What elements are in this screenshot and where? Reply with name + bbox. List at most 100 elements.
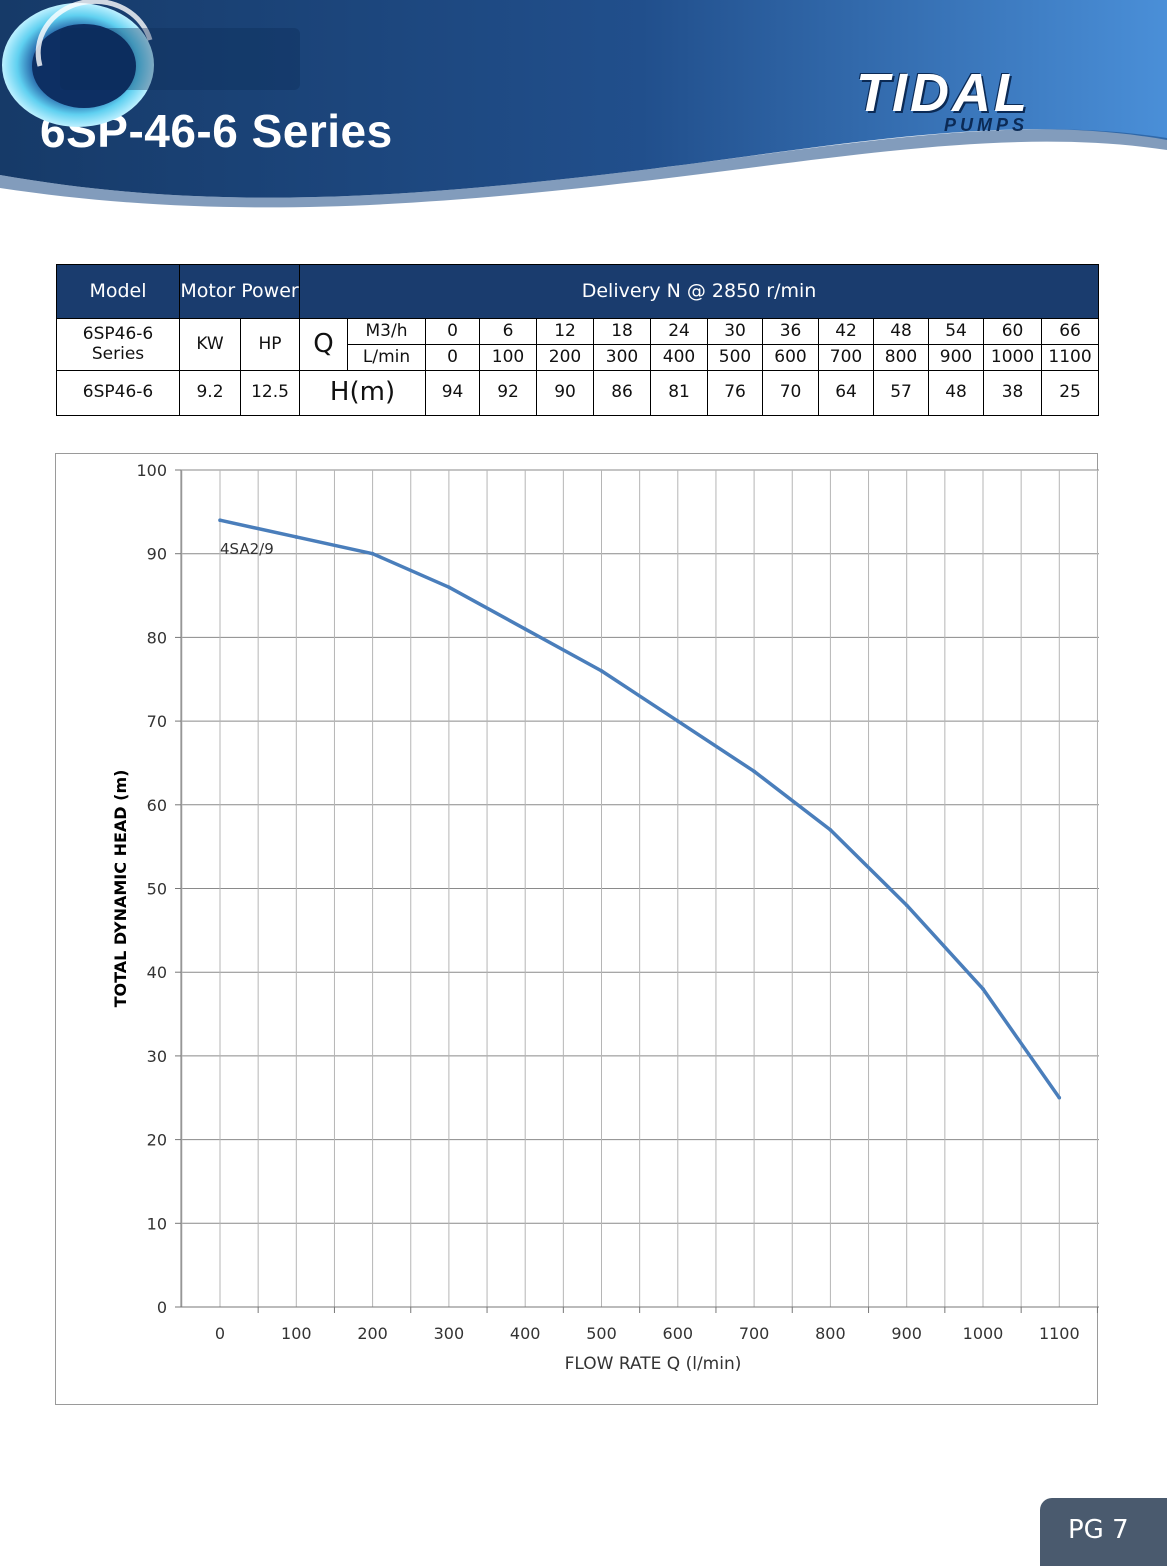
header-model: Model bbox=[56, 264, 180, 319]
y-tick-label: 90 bbox=[147, 545, 167, 564]
x-tick-label: 1000 bbox=[963, 1324, 1004, 1343]
x-tick-label: 0 bbox=[215, 1324, 225, 1343]
model-line-2: Series bbox=[91, 343, 145, 364]
cell-lmin: 300 bbox=[593, 344, 652, 371]
data-point bbox=[1057, 1095, 1062, 1100]
x-tick-label: 400 bbox=[510, 1324, 541, 1343]
data-point bbox=[752, 769, 756, 774]
y-tick-label: 0 bbox=[157, 1298, 167, 1317]
pump-curve-chart: 0 10 20 30 40 50 60 70 80 90 100 0 100 200 300 400 500 60… bbox=[55, 453, 1099, 1405]
cell-lmin: 700 bbox=[818, 344, 875, 371]
model-line-1: 6SP46-6 bbox=[82, 323, 154, 344]
cell-kw-label: KW bbox=[179, 318, 241, 371]
cell-m3h: 0 bbox=[425, 318, 481, 345]
x-tick-label: 900 bbox=[891, 1324, 922, 1343]
table-row-m3h: 6SP46-6 Series KW HP Q M3/h 0 6 12 18 24… bbox=[56, 318, 1100, 371]
cell-head: 57 bbox=[873, 370, 930, 416]
cell-head: 94 bbox=[425, 370, 481, 416]
y-tick-label: 10 bbox=[147, 1214, 167, 1233]
cell-m3h: 54 bbox=[928, 318, 985, 345]
x-tick-label: 500 bbox=[586, 1324, 617, 1343]
data-point bbox=[370, 551, 375, 556]
cell-unit-m3h: M3/h bbox=[347, 318, 427, 345]
cell-lmin: 1100 bbox=[1041, 344, 1100, 371]
cell-h-label: H(m) bbox=[299, 370, 427, 416]
x-tick-label: 600 bbox=[663, 1324, 694, 1343]
cell-m3h: 30 bbox=[707, 318, 764, 345]
cell-m3h: 12 bbox=[536, 318, 595, 345]
x-tick-label: 100 bbox=[281, 1324, 312, 1343]
x-axis-label: FLOW RATE Q (l/min) bbox=[565, 1354, 742, 1374]
cell-q-label: Q bbox=[299, 318, 349, 371]
data-point bbox=[523, 627, 527, 631]
y-tick-label: 20 bbox=[147, 1131, 167, 1150]
cell-m3h: 60 bbox=[983, 318, 1043, 345]
y-tick-label: 70 bbox=[147, 712, 167, 731]
cell-head: 48 bbox=[928, 370, 985, 416]
cell-m3h: 48 bbox=[873, 318, 930, 345]
data-point bbox=[676, 719, 680, 723]
cell-m3h: 36 bbox=[762, 318, 820, 345]
y-tick-label: 30 bbox=[147, 1047, 167, 1066]
cell-head: 81 bbox=[650, 370, 709, 416]
series-line bbox=[219, 518, 1061, 1099]
cell-lmin: 100 bbox=[479, 344, 538, 371]
cell-m3h: 66 bbox=[1041, 318, 1100, 345]
cell-hp-value: 12.5 bbox=[239, 370, 301, 416]
data-point bbox=[828, 828, 833, 832]
cell-lmin: 800 bbox=[873, 344, 930, 371]
performance-table: Model Motor Power Delivery N @ 2850 r/mi… bbox=[56, 264, 1100, 416]
header-motor-power: Motor Power bbox=[178, 264, 301, 319]
y-tick-label: 80 bbox=[147, 628, 167, 647]
cell-head: 92 bbox=[479, 370, 538, 416]
cell-lmin: 400 bbox=[650, 344, 709, 371]
cell-hp-label: HP bbox=[239, 318, 301, 371]
page-badge bbox=[1040, 1498, 1167, 1566]
cell-lmin: 900 bbox=[928, 344, 985, 371]
page-number: PG 7 bbox=[1068, 1515, 1129, 1545]
table-row-head: 6SP46-6 9.2 12.5 H(m) 94 92 90 86 81 76 … bbox=[56, 370, 1100, 416]
x-tick-label: 800 bbox=[815, 1324, 846, 1343]
cell-lmin: 200 bbox=[536, 344, 595, 371]
data-point bbox=[447, 585, 451, 589]
y-tick-label: 50 bbox=[147, 880, 167, 899]
y-tick-label: 40 bbox=[147, 963, 167, 982]
x-tick-label: 1100 bbox=[1039, 1324, 1080, 1343]
cell-m3h: 18 bbox=[593, 318, 652, 345]
cell-lmin: 600 bbox=[762, 344, 820, 371]
data-point bbox=[218, 518, 222, 523]
header-banner: 6SP-46-6 Series TIDAL PUMPS bbox=[0, 0, 1167, 215]
header-delivery: Delivery N @ 2850 r/min bbox=[299, 264, 1100, 319]
cell-head: 70 bbox=[762, 370, 820, 416]
cell-kw-value: 9.2 bbox=[179, 370, 241, 416]
tidal-pumps-logo bbox=[2, 0, 300, 127]
cell-m3h: 24 bbox=[650, 318, 709, 345]
cell-lmin: 500 bbox=[707, 344, 764, 371]
cell-m3h: 42 bbox=[818, 318, 875, 345]
y-tick-label: 60 bbox=[147, 796, 167, 815]
data-point bbox=[599, 669, 604, 673]
table-row-lmin: L/min 0 100 200 300 400 500 600 700 800 … bbox=[57, 344, 1100, 371]
y-tick-label: 100 bbox=[136, 461, 167, 480]
cell-head: 25 bbox=[1041, 370, 1100, 416]
cell-m3h: 6 bbox=[479, 318, 538, 345]
cell-head: 76 bbox=[707, 370, 764, 416]
series-label: 4SA2/9 bbox=[220, 540, 274, 558]
logo-wordmark: TIDAL bbox=[856, 63, 1030, 123]
cell-model-series: 6SP46-6 Series bbox=[56, 318, 180, 371]
data-point bbox=[981, 987, 985, 991]
data-point bbox=[294, 535, 299, 539]
header-wave-graphic bbox=[0, 0, 1167, 208]
x-tick-label: 300 bbox=[434, 1324, 465, 1343]
y-axis-label: TOTAL DYNAMIC HEAD (m) bbox=[111, 770, 130, 1008]
cell-model: 6SP46-6 bbox=[56, 370, 180, 416]
cell-head: 64 bbox=[818, 370, 875, 416]
table-header-row: Model Motor Power Delivery N @ 2850 r/mi… bbox=[56, 264, 1100, 319]
logo-subtext: PUMPS bbox=[944, 115, 1029, 135]
cell-head: 90 bbox=[536, 370, 595, 416]
cell-lmin: 1000 bbox=[983, 344, 1043, 371]
x-tick-label: 200 bbox=[357, 1324, 388, 1343]
cell-head: 86 bbox=[593, 370, 652, 416]
data-point bbox=[904, 903, 909, 908]
